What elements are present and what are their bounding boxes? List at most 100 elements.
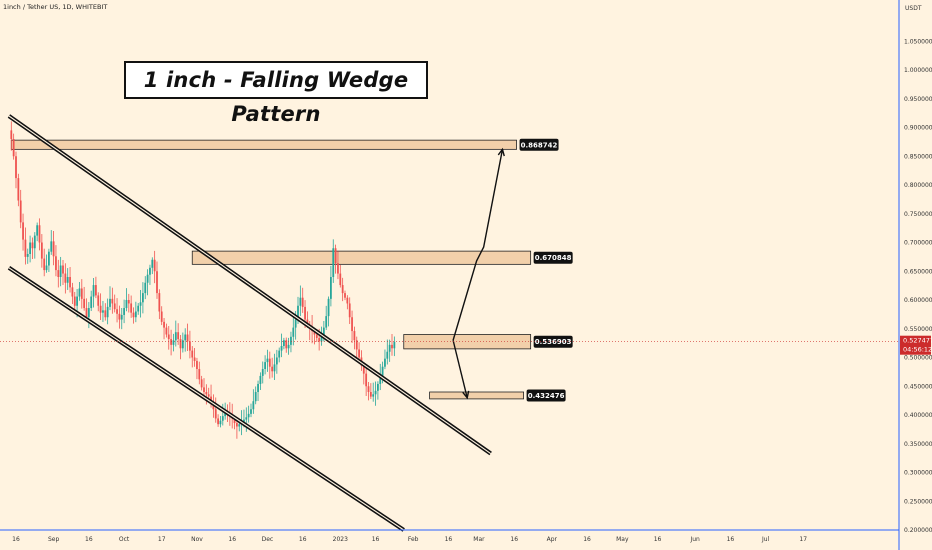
candle-body (177, 332, 180, 340)
candle-body (163, 321, 165, 328)
projection-path (452, 149, 504, 341)
chart-title: 1 inch - Falling Wedge Pattern (124, 61, 428, 126)
candle-body (268, 358, 271, 367)
candle-body (217, 418, 219, 425)
level-label-bg (533, 251, 573, 264)
x-tick-label: Feb (408, 536, 419, 543)
candle-body (327, 298, 330, 317)
candle-body (207, 394, 210, 397)
candle-body (73, 296, 76, 306)
candle-body (97, 295, 100, 306)
candle-body (283, 340, 285, 346)
x-tick-label: 16 (299, 536, 307, 543)
candle-body (348, 303, 351, 318)
candle-body (50, 241, 53, 252)
candle-body (184, 334, 187, 341)
candle-body (137, 305, 140, 312)
candle-body (299, 297, 302, 306)
candle-body (149, 267, 151, 275)
x-tick-label: Jul (761, 536, 770, 543)
candle-body (26, 254, 29, 257)
candle-body (332, 248, 335, 277)
symbol-header: 1inch / Tether US, 1D, WHITEBIT (3, 3, 108, 11)
candle-body (214, 409, 217, 419)
candle-body (90, 296, 93, 309)
candle-body (344, 293, 346, 298)
candle-body (19, 200, 22, 223)
y-tick-label: 0.750000 (904, 211, 932, 218)
candle-body (76, 296, 78, 306)
candle-body (318, 337, 321, 342)
x-tick-label: 17 (799, 536, 807, 543)
candle-body (381, 366, 384, 376)
projection-path (452, 340, 468, 398)
candle-body (271, 366, 274, 372)
candle-body (179, 339, 182, 349)
y-tick-label: 0.600000 (904, 297, 932, 304)
candle-body (186, 334, 189, 342)
candle-body (294, 319, 297, 328)
y-tick-label: 0.550000 (904, 326, 932, 333)
candle-body (174, 332, 177, 341)
currency-label: USDT (905, 5, 922, 12)
candle-body (353, 331, 356, 341)
candle-body (341, 285, 344, 294)
candle-body (355, 340, 358, 350)
candle-body (22, 222, 24, 240)
y-tick-label: 0.450000 (904, 383, 932, 390)
candle-body (278, 350, 281, 358)
candle-body (113, 303, 116, 310)
level-label: 0.432476 (528, 392, 565, 400)
trend-lines-layer (7, 114, 492, 532)
x-tick-label: 16 (12, 536, 20, 543)
level-label-bg (519, 138, 559, 151)
candle-body (388, 344, 391, 352)
x-tick-label: 16 (228, 536, 236, 543)
candle-body (134, 311, 137, 318)
candle-body (158, 293, 161, 312)
candle-body (48, 251, 50, 266)
y-tick-label: 1.050000 (904, 38, 932, 45)
candle-body (261, 369, 264, 376)
candle-body (330, 277, 332, 299)
x-tick-label: Mar (473, 536, 485, 543)
y-tick-label: 0.250000 (904, 498, 932, 505)
countdown-label: 04:56:12 (903, 346, 932, 354)
candle-body (322, 327, 325, 337)
candle-body (125, 300, 128, 309)
candle-body (181, 340, 184, 349)
resistance-zone (10, 139, 517, 150)
candle-body (106, 306, 109, 318)
candle-body (264, 362, 266, 369)
candle-body (287, 344, 290, 349)
candle-body (142, 293, 144, 303)
candle-body (219, 420, 222, 425)
candle-body (257, 383, 259, 392)
candle-body (266, 358, 269, 363)
candle-body (365, 373, 368, 387)
candle-body (297, 305, 299, 320)
candle-body (369, 392, 372, 397)
candle-body (24, 239, 27, 257)
candle-body (85, 308, 88, 318)
x-tick-label: 16 (372, 536, 380, 543)
candle-body (351, 317, 353, 332)
wedge-upper-line-inner (8, 115, 492, 454)
candle-body (346, 297, 349, 304)
candle-body (87, 308, 90, 318)
candle-body (95, 285, 97, 296)
x-tick-label: Oct (119, 536, 130, 543)
candle-body (247, 413, 250, 418)
y-tick-label: 0.400000 (904, 412, 932, 419)
candle-body (165, 327, 168, 335)
candle-body (275, 357, 278, 365)
level-label: 0.670848 (535, 254, 572, 262)
wedge-lower-line-inner (8, 267, 405, 531)
arrow-head (497, 147, 505, 157)
candle-body (393, 341, 396, 349)
candle-body (212, 403, 215, 410)
candle-body (367, 386, 370, 392)
level-label-bg (533, 335, 573, 348)
candle-body (290, 336, 292, 345)
